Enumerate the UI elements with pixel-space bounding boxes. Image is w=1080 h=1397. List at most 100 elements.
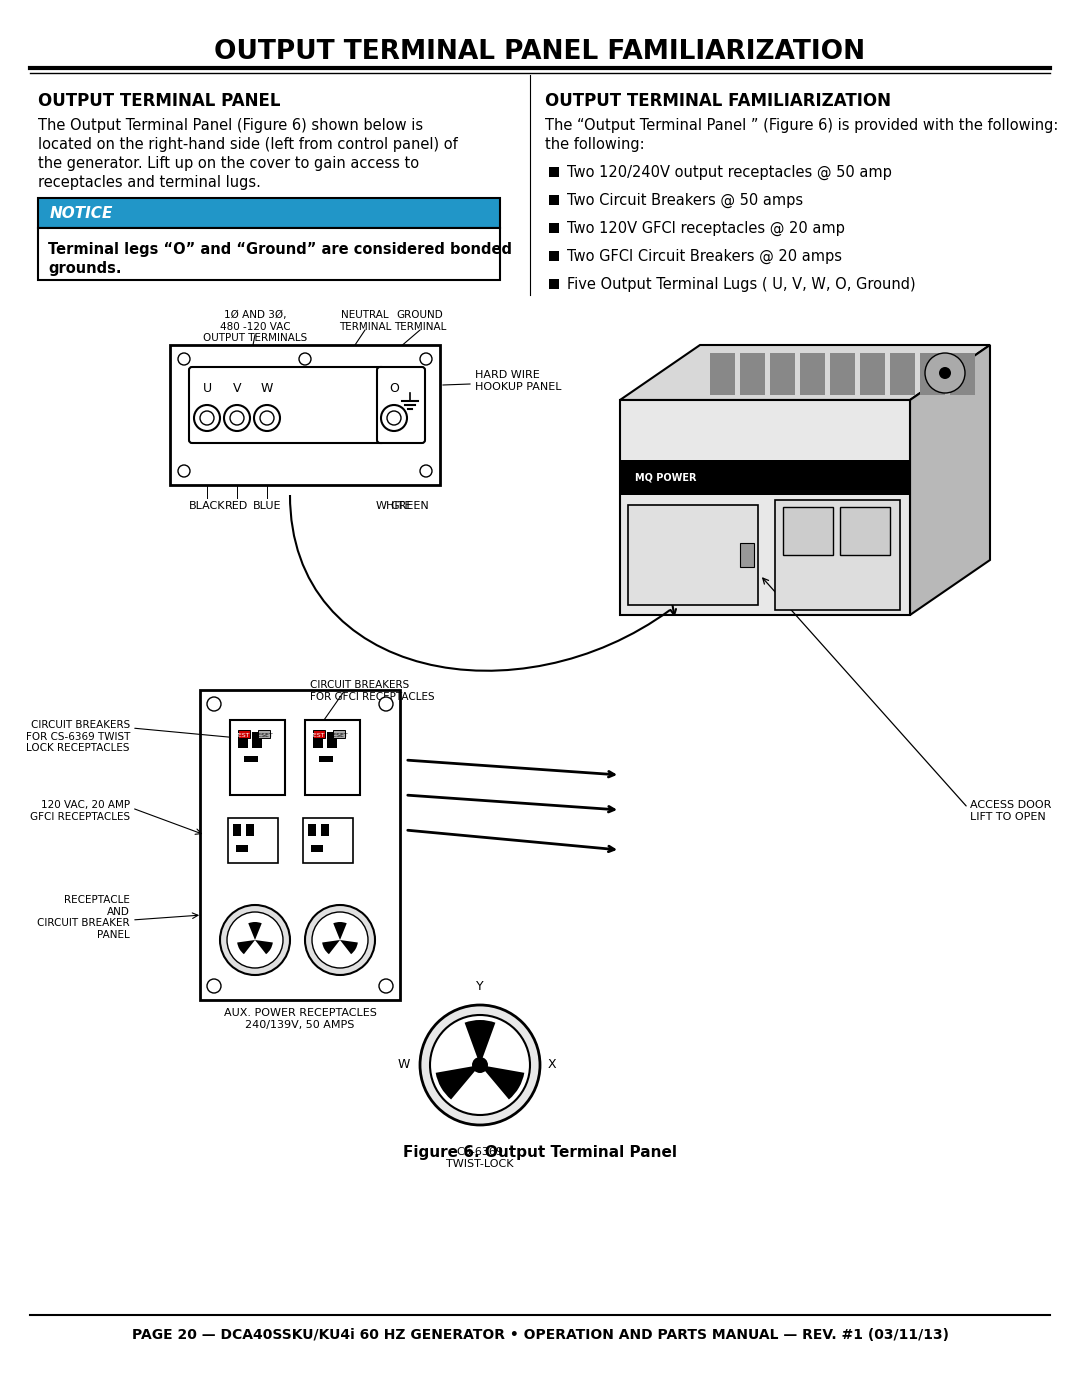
Bar: [305, 719, 360, 795]
Bar: [252, 732, 262, 747]
Circle shape: [420, 465, 432, 476]
Text: Two Circuit Breakers @ 50 amps: Two Circuit Breakers @ 50 amps: [567, 193, 804, 208]
Wedge shape: [464, 1020, 496, 1065]
Bar: [237, 845, 248, 852]
Bar: [233, 824, 241, 835]
Polygon shape: [770, 353, 795, 395]
Bar: [549, 168, 559, 177]
Text: grounds.: grounds.: [48, 261, 121, 277]
Circle shape: [207, 697, 221, 711]
Circle shape: [472, 1058, 488, 1073]
Text: OUTPUT TERMINAL PANEL: OUTPUT TERMINAL PANEL: [38, 92, 281, 110]
Wedge shape: [435, 1065, 480, 1099]
Circle shape: [379, 697, 393, 711]
Bar: [228, 819, 278, 863]
Text: OUTPUT TERMINAL PANEL FAMILIARIZATION: OUTPUT TERMINAL PANEL FAMILIARIZATION: [215, 39, 865, 66]
Text: Two 120/240V output receptacles @ 50 amp: Two 120/240V output receptacles @ 50 amp: [567, 165, 892, 180]
Circle shape: [224, 405, 249, 432]
Bar: [38, 228, 500, 279]
Circle shape: [312, 912, 368, 968]
FancyBboxPatch shape: [377, 367, 426, 443]
Polygon shape: [910, 345, 990, 615]
Text: CIRCUIT BREAKERS
FOR GFCI RECEPTACLES: CIRCUIT BREAKERS FOR GFCI RECEPTACLES: [310, 680, 434, 701]
Polygon shape: [950, 353, 974, 395]
Bar: [620, 460, 910, 495]
Wedge shape: [480, 1065, 524, 1099]
Wedge shape: [238, 940, 255, 954]
Polygon shape: [831, 353, 854, 395]
Wedge shape: [255, 940, 273, 954]
Polygon shape: [890, 353, 915, 395]
Text: O: O: [389, 381, 399, 394]
Bar: [740, 543, 754, 567]
Circle shape: [939, 367, 951, 379]
Text: Two GFCI Circuit Breakers @ 20 amps: Two GFCI Circuit Breakers @ 20 amps: [567, 249, 842, 264]
Polygon shape: [860, 353, 885, 395]
Circle shape: [254, 405, 280, 432]
Text: ACCESS DOOR
LIFT TO OPEN: ACCESS DOOR LIFT TO OPEN: [970, 800, 1051, 821]
Bar: [200, 690, 400, 1000]
Text: located on the right-hand side (left from control panel) of: located on the right-hand side (left fro…: [38, 137, 458, 152]
Text: RECEPTACLE
AND
CIRCUIT BREAKER
PANEL: RECEPTACLE AND CIRCUIT BREAKER PANEL: [38, 895, 130, 940]
Bar: [311, 845, 323, 852]
Circle shape: [207, 979, 221, 993]
Text: Five Output Terminal Lugs ( U, V, W, O, Ground): Five Output Terminal Lugs ( U, V, W, O, …: [567, 277, 916, 292]
Bar: [783, 507, 833, 555]
Text: W: W: [397, 1059, 410, 1071]
Text: 1Ø AND 3Ø,
480 -120 VAC
OUTPUT TERMINALS: 1Ø AND 3Ø, 480 -120 VAC OUTPUT TERMINALS: [203, 310, 307, 344]
Text: BLACK: BLACK: [189, 502, 226, 511]
Text: GROUND
TERMINAL: GROUND TERMINAL: [394, 310, 446, 331]
Bar: [308, 824, 316, 835]
Bar: [775, 500, 900, 610]
Text: NOTICE: NOTICE: [50, 205, 113, 221]
Text: Terminal legs “O” and “Ground” are considered bonded: Terminal legs “O” and “Ground” are consi…: [48, 242, 512, 257]
Wedge shape: [334, 922, 347, 940]
Circle shape: [178, 353, 190, 365]
Bar: [244, 756, 258, 761]
Bar: [313, 731, 325, 738]
Text: BLUE: BLUE: [253, 502, 281, 511]
Text: the generator. Lift up on the cover to gain access to: the generator. Lift up on the cover to g…: [38, 156, 419, 170]
Bar: [170, 345, 440, 485]
Circle shape: [227, 912, 283, 968]
Bar: [313, 732, 323, 747]
Text: PAGE 20 — DCA40SSKU/KU4i 60 HZ GENERATOR • OPERATION AND PARTS MANUAL — REV. #1 : PAGE 20 — DCA40SSKU/KU4i 60 HZ GENERATOR…: [132, 1329, 948, 1343]
Circle shape: [381, 405, 407, 432]
Text: Y: Y: [476, 981, 484, 993]
Wedge shape: [340, 940, 357, 954]
Circle shape: [379, 979, 393, 993]
Text: Two 120V GFCI receptacles @ 20 amp: Two 120V GFCI receptacles @ 20 amp: [567, 221, 845, 236]
Text: RESET: RESET: [328, 733, 348, 738]
Circle shape: [305, 905, 375, 975]
Text: 120 VAC, 20 AMP
GFCI RECEPTACLES: 120 VAC, 20 AMP GFCI RECEPTACLES: [30, 800, 130, 821]
Text: MQ POWER: MQ POWER: [635, 472, 697, 482]
Circle shape: [420, 1004, 540, 1125]
Wedge shape: [248, 922, 261, 940]
Text: X: X: [548, 1059, 556, 1071]
Text: RESET: RESET: [253, 733, 273, 738]
Bar: [303, 819, 353, 863]
Text: RED: RED: [226, 502, 248, 511]
Text: The “Output Terminal Panel ” (Figure 6) is provided with the following:: The “Output Terminal Panel ” (Figure 6) …: [545, 117, 1058, 133]
Bar: [333, 731, 345, 738]
Polygon shape: [800, 353, 824, 395]
Circle shape: [220, 905, 291, 975]
Text: TEST: TEST: [235, 733, 251, 738]
Circle shape: [200, 411, 214, 425]
Wedge shape: [322, 940, 340, 954]
Text: WHITE: WHITE: [376, 502, 413, 511]
Circle shape: [260, 411, 274, 425]
Text: the following:: the following:: [545, 137, 645, 152]
Bar: [246, 824, 254, 835]
Bar: [321, 824, 329, 835]
Text: GREEN: GREEN: [391, 502, 430, 511]
Circle shape: [299, 353, 311, 365]
Bar: [258, 731, 270, 738]
Bar: [840, 507, 890, 555]
Circle shape: [924, 353, 966, 393]
Polygon shape: [920, 353, 945, 395]
Bar: [549, 251, 559, 261]
Text: Figure 6. Output Terminal Panel: Figure 6. Output Terminal Panel: [403, 1146, 677, 1160]
Bar: [238, 731, 249, 738]
Circle shape: [430, 1016, 530, 1115]
